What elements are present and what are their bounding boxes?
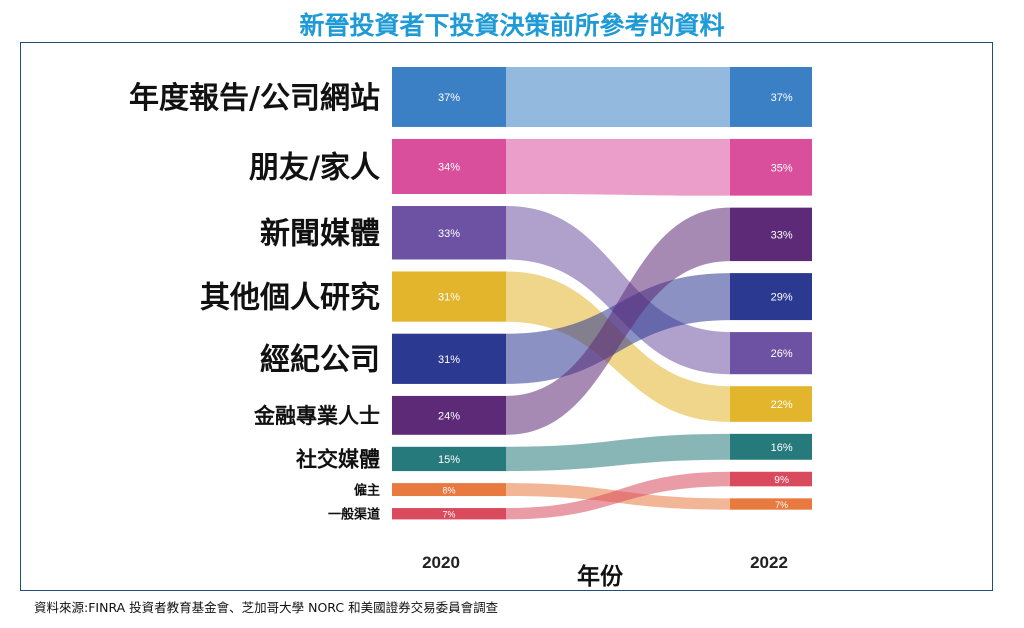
ribbon-2	[506, 206, 730, 375]
bar-2022-0	[730, 67, 812, 127]
category-label-5: 金融專業人士	[253, 404, 380, 428]
source-note: 資料來源:FINRA 投資者教育基金會、芝加哥大學 NORC 和美國證券交易委員…	[34, 600, 499, 615]
category-label-2: 新聞媒體	[260, 217, 380, 252]
year-label-2022: 2022	[750, 553, 788, 572]
value-label-2020-3: 31%	[438, 292, 460, 304]
bar-2022-2	[730, 332, 812, 375]
bar-2020-0	[392, 67, 506, 127]
ribbon-8	[506, 471, 730, 520]
x-axis-label: 年份	[577, 563, 624, 590]
bar-2022-4	[730, 273, 812, 321]
ribbon-1	[506, 138, 730, 196]
value-label-2022-8: 9%	[774, 475, 789, 486]
value-label-2020-8: 7%	[442, 510, 455, 520]
year-label-2020: 2020	[422, 553, 460, 572]
category-label-4: 經紀公司	[260, 343, 380, 378]
value-label-2022-0: 37%	[771, 92, 793, 104]
bar-2020-2	[392, 206, 506, 260]
value-label-2022-2: 26%	[771, 348, 793, 360]
bar-2022-1	[730, 138, 812, 196]
value-label-2022-7: 7%	[775, 500, 788, 510]
bar-2020-4	[392, 333, 506, 384]
bar-2022-5	[730, 207, 812, 262]
value-label-2022-4: 29%	[771, 292, 793, 304]
value-label-2022-1: 35%	[771, 162, 793, 174]
value-label-2022-5: 33%	[771, 229, 793, 241]
value-label-2022-3: 22%	[771, 399, 793, 411]
value-label-2022-6: 16%	[771, 442, 793, 454]
bar-2022-3	[730, 386, 812, 422]
bar-2022-6	[730, 433, 812, 460]
value-label-2020-6: 15%	[438, 454, 460, 466]
value-label-2020-4: 31%	[438, 354, 460, 366]
bar-2020-1	[392, 138, 506, 195]
value-label-2020-2: 33%	[438, 228, 460, 240]
category-label-1: 朋友/家人	[249, 150, 380, 185]
category-label-0: 年度報告/公司網站	[129, 81, 380, 116]
chart-frame	[20, 42, 993, 591]
category-label-7: 僱主	[354, 482, 380, 498]
bar-2020-6	[392, 446, 506, 472]
bar-2022-7	[730, 498, 812, 510]
ribbon-0	[506, 67, 730, 127]
value-label-2020-5: 24%	[438, 410, 460, 422]
value-label-2020-0: 37%	[438, 92, 460, 104]
bar-2020-7	[392, 483, 506, 497]
bar-2020-8	[392, 508, 506, 520]
chart-title: 新晉投資者下投資決策前所參考的資料	[299, 11, 725, 40]
bar-2020-3	[392, 271, 506, 322]
ribbon-6	[506, 433, 730, 472]
bar-2020-5	[392, 395, 506, 435]
bar-2022-8	[730, 471, 812, 487]
value-label-2020-7: 8%	[442, 486, 455, 496]
value-label-2020-1: 34%	[438, 161, 460, 173]
ribbon-5	[506, 207, 730, 435]
category-label-8: 一般渠道	[328, 506, 380, 522]
category-label-6: 社交媒體	[295, 448, 380, 472]
category-label-3: 其他個人研究	[200, 280, 380, 315]
